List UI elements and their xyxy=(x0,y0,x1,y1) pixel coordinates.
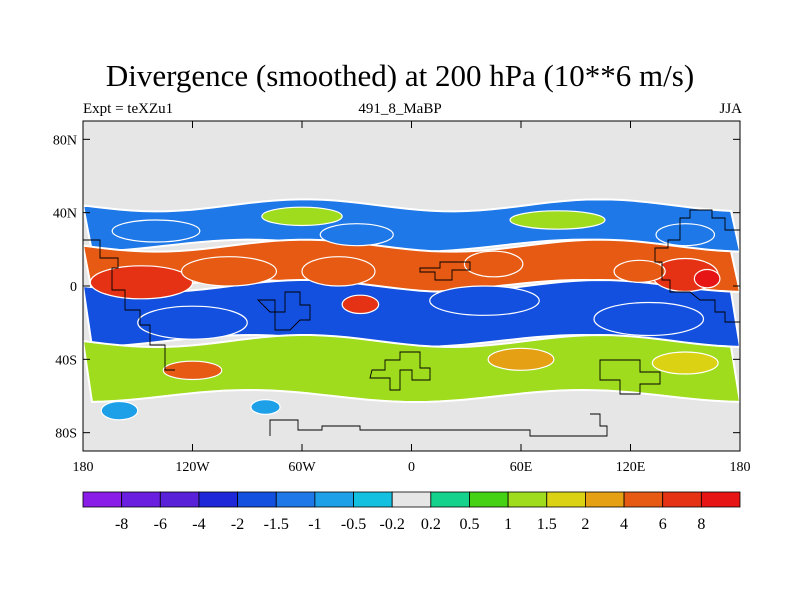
colorbar-box-16 xyxy=(700,491,741,508)
colorbar-label-0: -8 xyxy=(115,516,128,533)
colorbar-label-15: 8 xyxy=(697,516,705,533)
map-axes: 180 120W 60W 0 60E 120E 180 80N 40N 0 40S 80S xyxy=(53,121,751,475)
colorbar-box-4 xyxy=(237,491,277,508)
field-contour-3 xyxy=(341,294,380,315)
field-contour-13 xyxy=(655,223,716,247)
colorbar-box-14 xyxy=(623,491,664,508)
colorbar-label-11: 1.5 xyxy=(537,516,557,533)
colorbar-label-12: 2 xyxy=(581,516,589,533)
y-tick-label-4: 80S xyxy=(55,427,77,442)
field-contour-6 xyxy=(693,268,721,289)
colorbar: -8 -6 -4 -2 -1.5 -1 -0.5 -0.2 0.2 0.5 1 1.5 2 4 6 8 xyxy=(82,491,741,533)
colorbar-box-1 xyxy=(121,491,161,508)
colorbar-box-5 xyxy=(275,491,316,508)
coastline-outline xyxy=(83,209,740,437)
x-tick-label-6: 180 xyxy=(730,460,751,475)
colorbar-label-9: 0.5 xyxy=(459,516,479,533)
colorbar-label-5: -1 xyxy=(308,516,321,533)
colorbar-box-11 xyxy=(507,491,548,508)
field-contour-0 xyxy=(89,265,194,300)
colorbar-label-3: -2 xyxy=(231,516,244,533)
x-tick-label-0: 180 xyxy=(73,460,94,475)
colorbar-box-6 xyxy=(314,491,354,508)
colorbar-label-7: -0.2 xyxy=(380,516,405,533)
coastline-antarctica xyxy=(269,413,608,437)
x-tick-label-2: 60W xyxy=(288,460,316,475)
y-tick-label-2: 0 xyxy=(70,280,77,295)
colorbar-label-8: 0.2 xyxy=(421,516,441,533)
colorbar-box-0 xyxy=(82,491,123,508)
field-contour-10 xyxy=(137,305,248,340)
x-tick-label-4: 60E xyxy=(510,460,533,475)
colorbar-box-2 xyxy=(159,491,200,508)
x-tick-label-1: 120W xyxy=(175,460,210,475)
coastline-south-america xyxy=(256,291,311,331)
colorbar-box-10 xyxy=(469,491,509,508)
coastline-asia xyxy=(654,209,740,323)
y-tick-label-1: 40N xyxy=(53,207,77,222)
colorbar-label-14: 6 xyxy=(659,516,667,533)
colorbar-box-3 xyxy=(198,491,238,508)
colorbar-box-7 xyxy=(353,491,393,508)
field-contour-4 xyxy=(463,250,524,278)
colorbar-box-8 xyxy=(391,491,432,508)
coastline-africa xyxy=(369,351,431,391)
coastline-americas-west xyxy=(83,239,175,371)
field-contour-20 xyxy=(100,400,139,421)
colorbar-label-13: 4 xyxy=(620,516,628,533)
field-contour-18 xyxy=(651,351,719,375)
field-contour-17 xyxy=(487,347,555,371)
y-tick-label-3: 40S xyxy=(55,353,77,368)
field-contour-19 xyxy=(250,399,281,415)
coastline-eurasia-central xyxy=(419,261,471,281)
field-contour-2 xyxy=(301,256,376,287)
field-contour-16 xyxy=(162,360,223,381)
colorbar-label-2: -4 xyxy=(192,516,205,533)
colorbar-box-13 xyxy=(585,491,625,508)
divergence-field xyxy=(83,121,740,451)
y-tick-label-0: 80N xyxy=(53,133,77,148)
colorbar-label-1: -6 xyxy=(154,516,167,533)
colorbar-box-9 xyxy=(430,491,470,508)
field-contour-15 xyxy=(261,206,343,227)
coastline-maritime xyxy=(599,359,661,395)
field-contour-11 xyxy=(111,219,201,243)
x-tick-label-5: 120E xyxy=(616,460,646,475)
colorbar-box-15 xyxy=(662,491,702,508)
chart-title: Divergence (smoothed) at 200 hPa (10**6 … xyxy=(105,58,695,93)
field-contour-12 xyxy=(319,223,394,247)
colorbar-label-4: -1.5 xyxy=(264,516,289,533)
field-contour-7 xyxy=(613,259,666,283)
colorbar-box-12 xyxy=(546,491,586,508)
colorbar-label-6: -0.5 xyxy=(341,516,366,533)
field-contour-1 xyxy=(180,256,278,287)
season-label: JJA xyxy=(719,101,742,117)
field-contour-14 xyxy=(509,210,606,230)
run-id-label: 491_8_MaBP xyxy=(358,101,442,117)
x-tick-label-3: 0 xyxy=(408,460,415,475)
field-contour-9 xyxy=(593,301,705,337)
experiment-label: Expt = teXZu1 xyxy=(83,101,174,117)
field-contour-8 xyxy=(429,285,540,316)
colorbar-label-10: 1 xyxy=(504,516,512,533)
band-southern-midlat xyxy=(83,334,740,404)
